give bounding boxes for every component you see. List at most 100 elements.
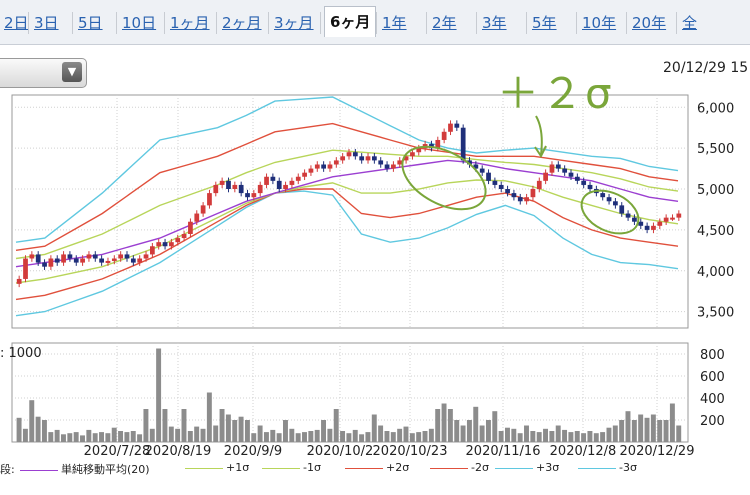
- volume-bar: [524, 425, 529, 442]
- tab-period-2[interactable]: 5日: [78, 14, 103, 32]
- band-minus2-sigma: [15, 188, 679, 301]
- candle-body: [397, 160, 403, 165]
- candle-body: [150, 246, 155, 255]
- candle-body: [295, 176, 301, 181]
- volume-bar: [244, 420, 250, 442]
- y-tick-label: 200: [700, 414, 725, 429]
- candle-body: [86, 254, 92, 259]
- candle-body: [194, 213, 200, 222]
- candle-body: [676, 213, 682, 218]
- legend-swatch: [185, 467, 223, 469]
- candle-body: [270, 176, 276, 181]
- candle-body: [35, 254, 41, 263]
- tab-period-5[interactable]: 2ヶ月: [222, 14, 262, 32]
- volume-bar: [403, 426, 409, 442]
- y-tick-label: 5,000: [697, 183, 734, 198]
- y-tick-label: 800: [700, 348, 725, 363]
- volume-bar: [625, 411, 631, 442]
- tab-period-1[interactable]: 3日: [34, 14, 59, 32]
- candle-body: [460, 127, 466, 161]
- volume-bar: [175, 428, 181, 442]
- volume-bar: [644, 417, 650, 442]
- volume-bar: [638, 414, 644, 442]
- volume-bar: [454, 420, 460, 442]
- tab-period-4[interactable]: 1ヶ月: [170, 14, 210, 32]
- candle-body: [454, 123, 460, 128]
- candle-body: [92, 254, 98, 259]
- candle-body: [378, 160, 384, 165]
- candle-body: [435, 139, 441, 149]
- candle-body: [448, 123, 453, 132]
- indicator-select[interactable]: ▼: [0, 58, 87, 88]
- candle-body: [289, 180, 295, 185]
- tab-period-9[interactable]: 2年: [432, 14, 457, 32]
- volume-bar: [600, 432, 606, 442]
- band-minus3-sigma: [15, 190, 679, 317]
- candle-body: [162, 242, 168, 247]
- band-plus2-sigma: [15, 122, 679, 251]
- candle-body: [314, 164, 320, 169]
- volume-bar: [80, 435, 85, 442]
- volume-bar: [67, 433, 73, 442]
- candle-body: [175, 238, 181, 243]
- candle-body: [543, 172, 548, 181]
- candle-body: [333, 160, 339, 165]
- volume-bar: [194, 426, 200, 442]
- volume-bar: [105, 433, 111, 442]
- chevron-down-icon[interactable]: ▼: [62, 62, 82, 82]
- volume-bar: [48, 432, 54, 442]
- volume-bar: [333, 409, 339, 442]
- candle-body: [372, 156, 377, 161]
- volume-bar: [295, 433, 301, 442]
- volume-bar: [663, 420, 669, 442]
- tab-period-7[interactable]: 6ヶ月: [324, 6, 377, 37]
- tab-period-14[interactable]: 全: [682, 14, 698, 32]
- tab-separator: [216, 12, 217, 34]
- highlight-ellipse: [580, 189, 640, 235]
- candle-body: [524, 197, 529, 202]
- volume-bar: [327, 428, 333, 442]
- candle-body: [48, 258, 54, 267]
- tab-period-6[interactable]: 3ヶ月: [274, 14, 314, 32]
- volume-bar: [29, 400, 35, 442]
- candle-body: [207, 193, 212, 206]
- candle-body: [644, 225, 650, 230]
- tab-separator: [320, 12, 321, 34]
- volume-bar: [314, 429, 320, 442]
- volume-bar: [549, 431, 555, 442]
- legend-label: +3σ: [536, 461, 560, 474]
- volume-bar: [61, 434, 66, 442]
- tab-period-8[interactable]: 1年: [382, 14, 407, 32]
- legend-swatch: [262, 467, 300, 469]
- candle-body: [111, 258, 117, 261]
- candle-body: [188, 221, 193, 234]
- candle-body: [619, 205, 625, 214]
- candle-body: [410, 152, 415, 157]
- candle-body: [29, 254, 35, 259]
- candle-body: [257, 184, 263, 194]
- tab-period-10[interactable]: 3年: [482, 14, 507, 32]
- volume-bar: [251, 433, 257, 442]
- tab-period-13[interactable]: 20年: [632, 14, 667, 32]
- volume-bar: [16, 417, 22, 442]
- legend-item: +1σ: [185, 461, 249, 474]
- candle-body: [473, 164, 479, 169]
- tab-period-0[interactable]: 2日: [4, 14, 29, 32]
- legend-swatch: [345, 467, 383, 469]
- volume-bar: [568, 432, 574, 442]
- volume-bar: [371, 414, 377, 442]
- tab-period-3[interactable]: 10日: [122, 14, 157, 32]
- volume-bar: [397, 428, 403, 442]
- tab-separator: [526, 12, 527, 34]
- tab-period-11[interactable]: 5年: [532, 14, 557, 32]
- legend-item: -3σ: [578, 461, 637, 474]
- candle-body: [486, 172, 491, 181]
- volume-bar: [492, 411, 498, 442]
- tab-period-12[interactable]: 10年: [582, 14, 617, 32]
- tab-separator: [426, 12, 427, 34]
- candle-body: [245, 193, 250, 198]
- candle-body: [479, 168, 485, 173]
- candle-body: [200, 205, 206, 214]
- volume-bar: [428, 428, 434, 442]
- volume-bar: [498, 431, 504, 442]
